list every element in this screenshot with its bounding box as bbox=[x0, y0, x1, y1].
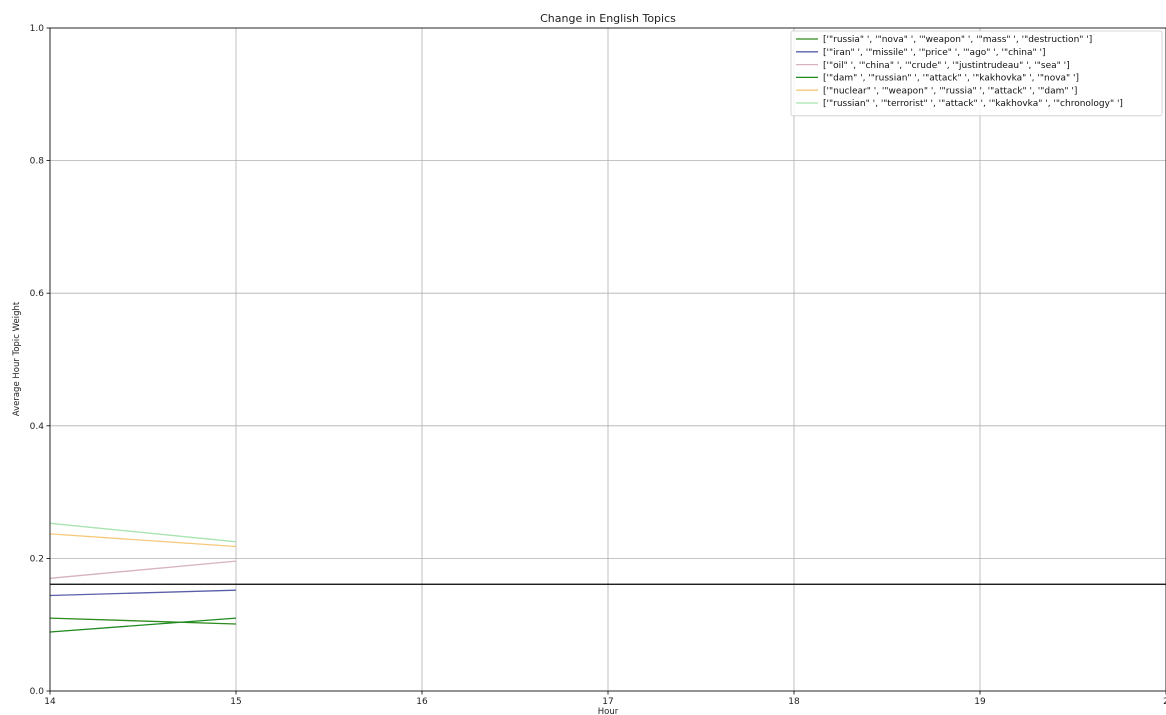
chart-title: Change in English Topics bbox=[540, 12, 676, 25]
legend-entry-5: ['"nuclear" ', '"weapon" ', '"russia" ',… bbox=[823, 86, 1077, 96]
legend-box bbox=[790, 30, 1163, 117]
series-lines bbox=[49, 522, 237, 633]
y-tick-label: 0.8 bbox=[30, 157, 45, 167]
grid-lines bbox=[49, 27, 1166, 692]
x-tick-label: 19 bbox=[974, 697, 986, 707]
series-line-5 bbox=[49, 533, 237, 548]
series-line-3 bbox=[49, 560, 237, 579]
x-tick-label: 2 bbox=[1163, 697, 1166, 707]
y-tick-label: 0.4 bbox=[30, 422, 45, 432]
y-tick-label: 1.0 bbox=[30, 24, 45, 34]
x-tick-label: 16 bbox=[416, 697, 428, 707]
y-tick-label: 0.0 bbox=[30, 687, 45, 697]
series-line-1 bbox=[49, 617, 237, 625]
x-axis-ticks: 14 15 16 17 18 19 2 bbox=[44, 691, 1166, 707]
y-axis-label: Average Hour Topic Weight bbox=[12, 301, 22, 416]
series-line-4 bbox=[49, 617, 237, 633]
y-axis-ticks: 0.0 0.2 0.4 0.6 0.8 1.0 bbox=[30, 24, 50, 697]
x-tick-label: 18 bbox=[788, 697, 800, 707]
legend-entry-4: ['"dam" ', '"russian" ', '"attack" ', '"… bbox=[823, 74, 1079, 84]
legend-entry-1: ['"russia" ', '"nova" ', '"weapon" ', '"… bbox=[823, 35, 1092, 45]
series-line-6 bbox=[49, 522, 237, 543]
y-tick-label: 0.6 bbox=[30, 289, 45, 299]
y-tick-label: 0.2 bbox=[30, 554, 44, 564]
legend-entry-2: ['"iran" ', '"missile" ', '"price" ', '"… bbox=[823, 48, 1045, 58]
x-axis-label: Hour bbox=[598, 707, 619, 715]
series-line-2 bbox=[49, 589, 237, 597]
x-tick-label: 15 bbox=[230, 697, 241, 707]
legend-entry-3: ['"oil" ', '"china" ', '"crude" ', '"jus… bbox=[823, 61, 1070, 71]
legend: ['"russia" ', '"nova" ', '"weapon" ', '"… bbox=[790, 30, 1163, 117]
x-tick-label: 14 bbox=[44, 697, 56, 707]
x-tick-label: 17 bbox=[602, 697, 613, 707]
legend-entry-6: ['"russian" ', '"terrorist" ', '"attack"… bbox=[823, 99, 1123, 109]
